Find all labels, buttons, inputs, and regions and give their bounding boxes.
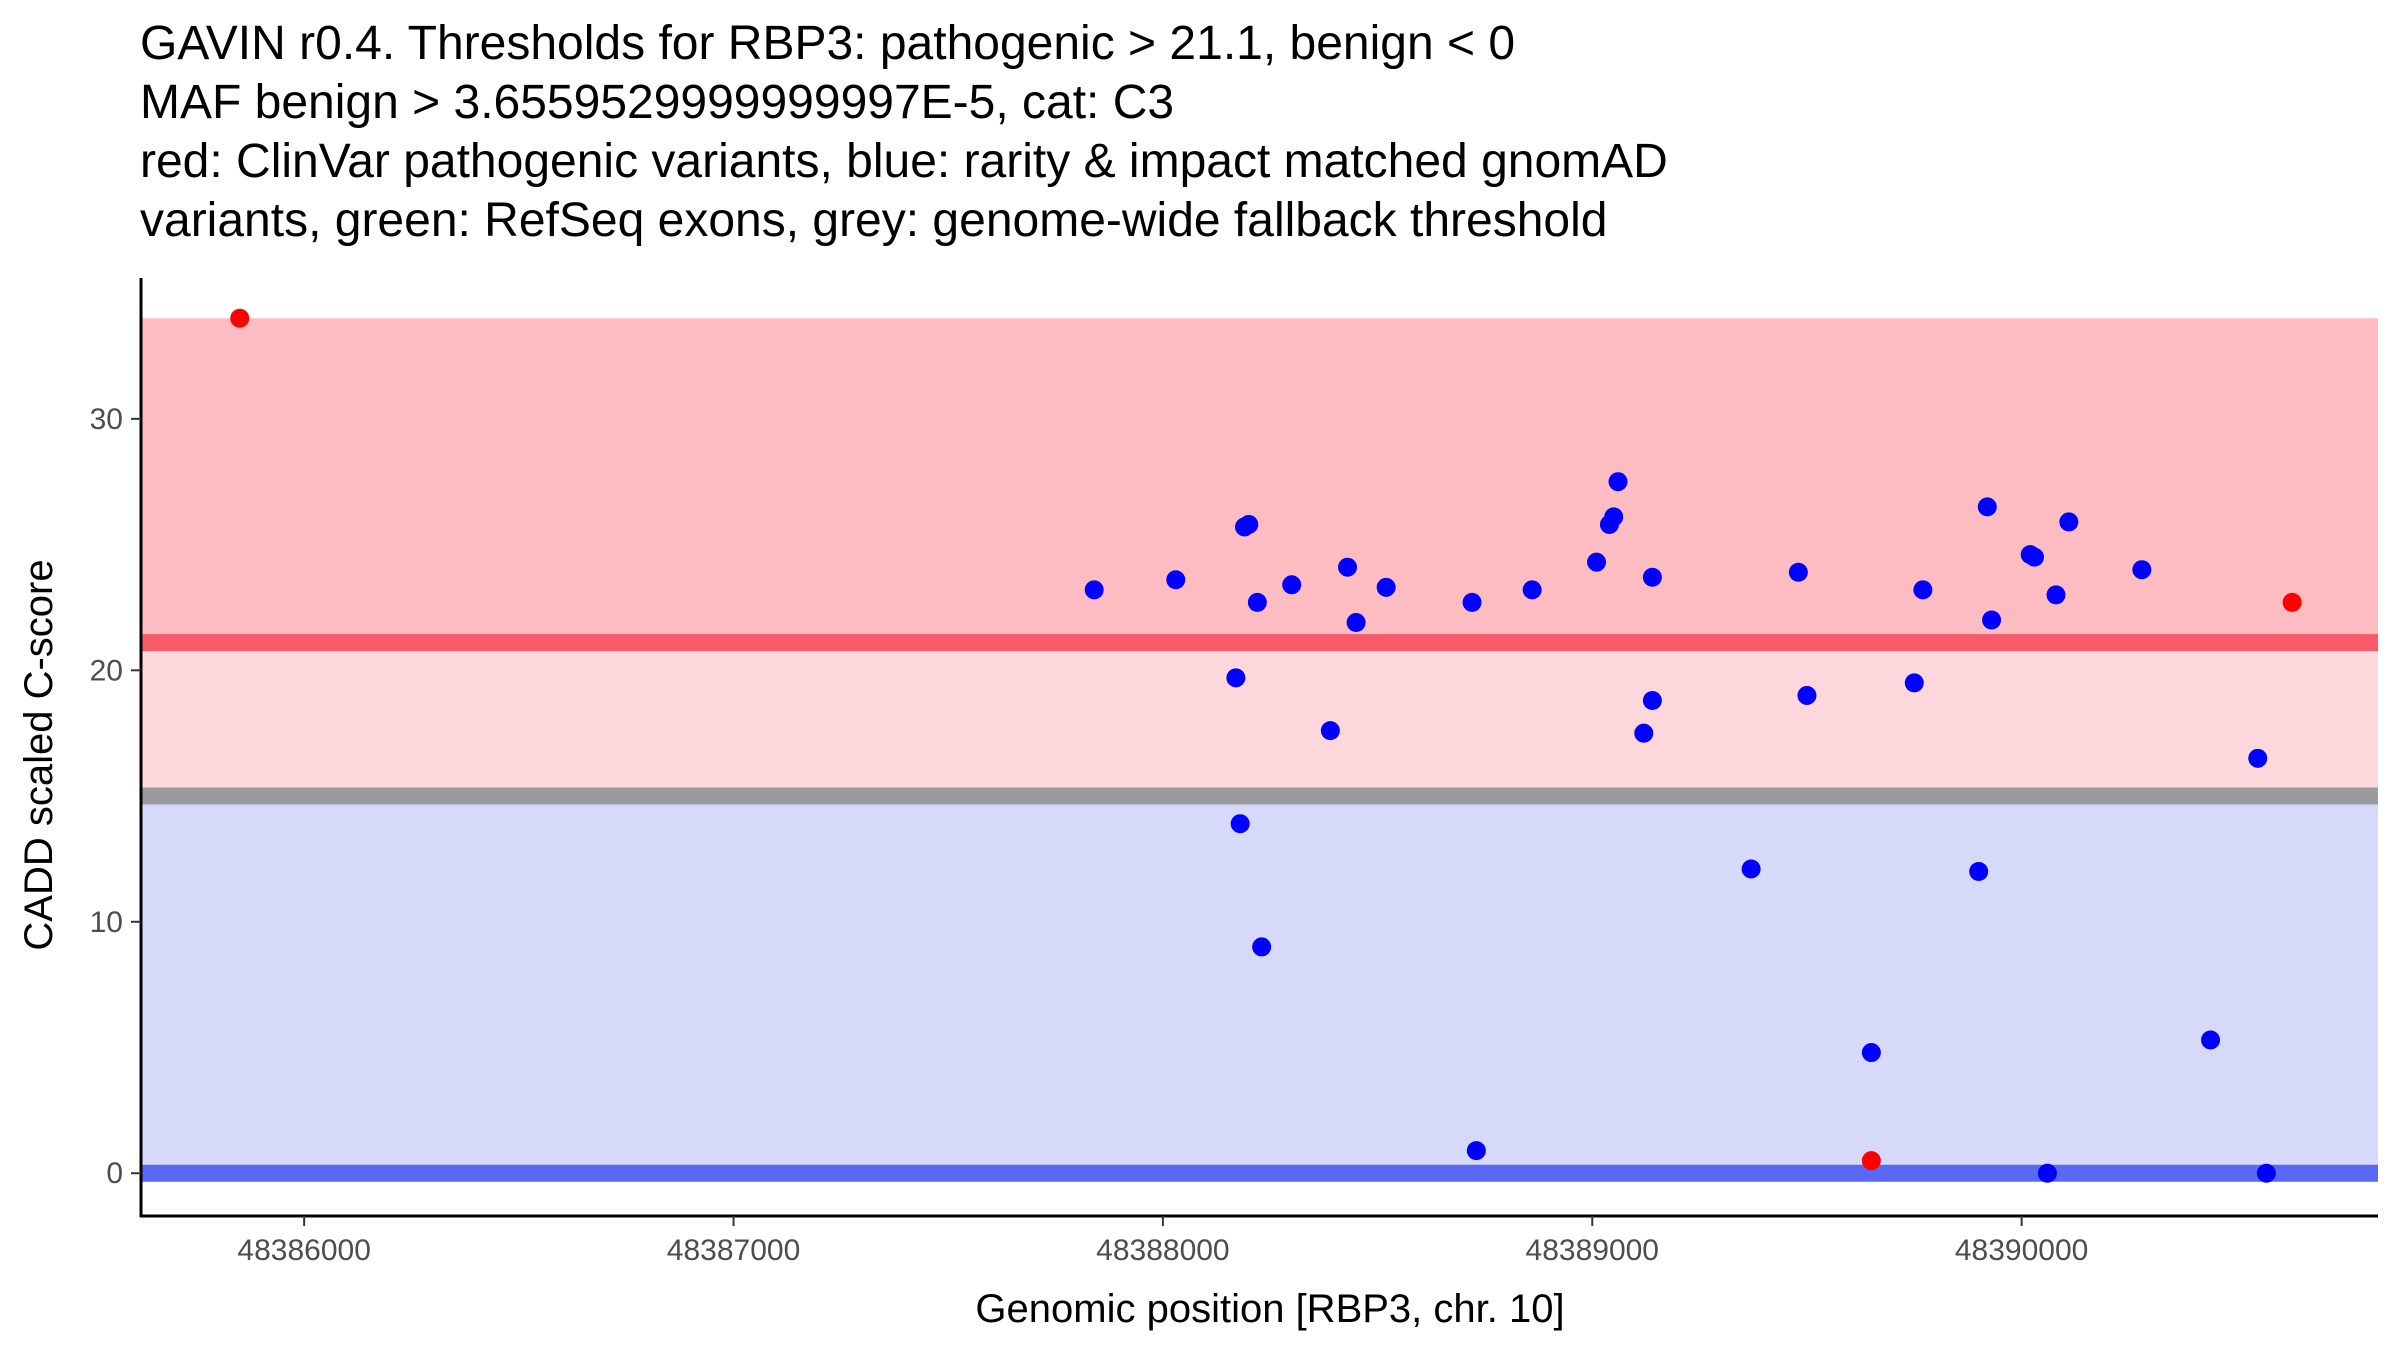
chart-title-line-1: GAVIN r0.4. Thresholds for RBP3: pathoge…	[140, 17, 1516, 70]
gnomad-point	[2025, 547, 2045, 567]
gnomad-point	[1346, 613, 1366, 633]
gnomad-point	[1642, 567, 1662, 587]
gnomad-point	[1247, 592, 1267, 612]
y-tick-label: 20	[90, 654, 123, 687]
chart-title-line-4: variants, green: RefSeq exons, grey: gen…	[140, 194, 1608, 247]
gnomad-point	[1376, 577, 1396, 597]
gnomad-point	[1913, 580, 1933, 600]
gnomad-point	[1982, 610, 2002, 630]
y-tick-label: 10	[90, 906, 123, 939]
gnomad-point	[1608, 472, 1628, 492]
gnomad-point	[1977, 497, 1997, 517]
chart-title: GAVIN r0.4. Thresholds for RBP3: pathoge…	[140, 14, 2380, 250]
gnomad-point	[1239, 514, 1259, 534]
data-points	[230, 308, 2302, 1183]
y-tick-label: 30	[90, 403, 123, 436]
gnomad-point	[1797, 685, 1817, 705]
x-tick-label: 48386000	[237, 1234, 370, 1267]
y-tick-label: 0	[106, 1157, 123, 1190]
gnomad-point	[2256, 1163, 2276, 1183]
gnomad-point	[2132, 560, 2152, 580]
clinvar-point	[2282, 592, 2302, 612]
band-intermediate	[141, 642, 2378, 797]
gnomad-point	[1587, 552, 1607, 572]
gnomad-point	[2059, 512, 2079, 532]
clinvar-point	[230, 308, 250, 328]
gnomad-point	[1904, 673, 1924, 693]
band-benign	[141, 796, 2378, 1174]
y-axis-title: CADD scaled C-score	[17, 559, 61, 950]
gnomad-point	[2201, 1030, 2221, 1050]
axes: 48386000 48387000 48388000 48389000 48390000…	[90, 278, 2378, 1267]
gnomad-point	[1634, 723, 1654, 743]
gnomad-point	[1741, 859, 1761, 879]
chart-title-line-3: red: ClinVar pathogenic variants, blue: …	[140, 135, 1668, 188]
x-axis-title: Genomic position [RBP3, chr. 10]	[975, 1287, 1564, 1331]
gnomad-point	[1522, 580, 1542, 600]
threshold-bands	[141, 318, 2378, 1174]
gnomad-point	[1338, 557, 1358, 577]
x-tick-label: 48387000	[667, 1234, 800, 1267]
x-tick-label: 48388000	[1096, 1234, 1229, 1267]
gnomad-point	[1230, 814, 1250, 834]
gnomad-point	[1320, 721, 1340, 741]
gnomad-point	[2248, 748, 2268, 768]
band-pathogenic	[141, 318, 2378, 643]
gnomad-point	[2046, 585, 2066, 605]
clinvar-point	[1861, 1151, 1881, 1171]
gnomad-point	[1226, 668, 1246, 688]
gnomad-point	[1166, 570, 1186, 590]
gnomad-point	[1642, 690, 1662, 710]
x-tick-label: 48389000	[1526, 1234, 1659, 1267]
gnomad-point	[2037, 1163, 2057, 1183]
gnomad-point	[1252, 937, 1272, 957]
gnomad-point	[1084, 580, 1104, 600]
threshold-lines	[141, 634, 2378, 1182]
chart-title-line-2: MAF benign > 3.6559529999999997E-5, cat:…	[140, 76, 1175, 129]
gnomad-point	[1282, 575, 1302, 595]
gnomad-point	[1861, 1043, 1881, 1063]
gnomad-point	[1788, 562, 1808, 582]
gnomad-point	[1466, 1141, 1486, 1161]
gnomad-point	[1462, 592, 1482, 612]
x-tick-label: 48390000	[1955, 1234, 2088, 1267]
gnomad-point	[1969, 861, 1989, 881]
gnomad-point	[1604, 507, 1624, 527]
